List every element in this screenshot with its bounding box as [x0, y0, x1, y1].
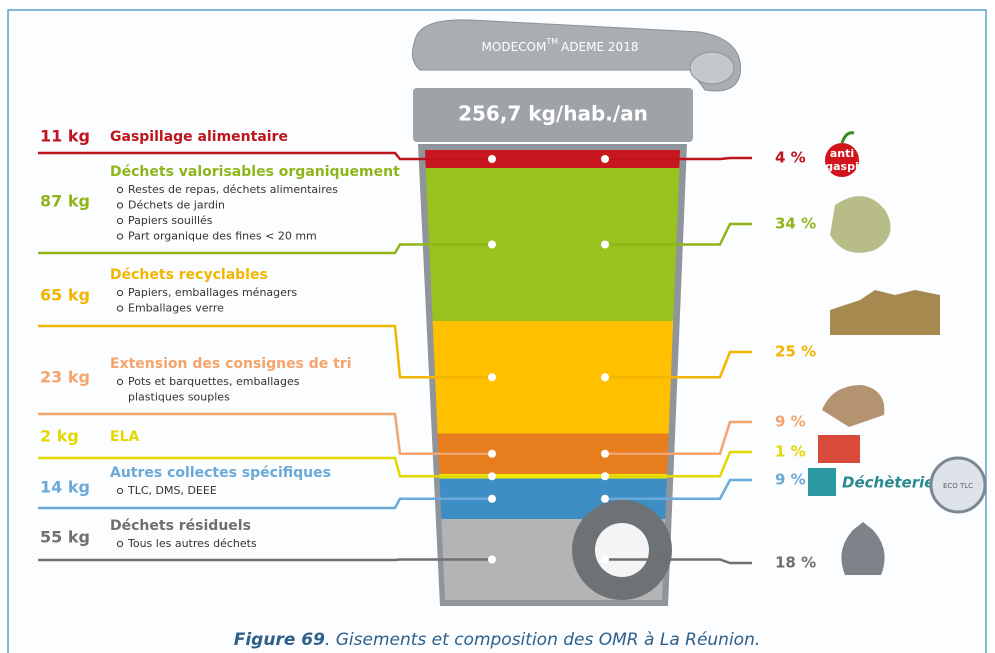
icon-ecotlc: ECO TLC: [943, 482, 973, 490]
icon-anti: anti: [830, 147, 854, 160]
share-label: 9 %: [775, 413, 806, 431]
connector-right: [605, 158, 752, 159]
share-label: 9 %: [775, 471, 806, 489]
caption-label: Figure 69: [234, 630, 325, 650]
weight: 11 kg: [40, 127, 90, 146]
dot: [488, 155, 496, 163]
page: MODECOMTMADEME 2018 256,7 kg/hab./an ant…: [0, 0, 995, 653]
weight: 23 kg: [40, 368, 90, 387]
ela-icon: [818, 435, 860, 463]
dot: [601, 495, 609, 503]
icon-decheterie: Déchèterie: [842, 474, 934, 492]
dot: [488, 450, 496, 458]
icon-gaspi: gaspi: [825, 160, 859, 173]
bullet-text: TLC, DMS, DEEE: [127, 484, 217, 497]
dot: [488, 495, 496, 503]
bin-hinge: [690, 52, 734, 84]
infographic: MODECOMTMADEME 2018 256,7 kg/hab./an ant…: [0, 0, 995, 653]
category-title: Extension des consignes de tri: [110, 356, 352, 372]
source-year: ADEME 2018: [561, 40, 638, 54]
weight: 2 kg: [40, 427, 79, 446]
share-label: 25 %: [775, 343, 816, 361]
category-title: Déchets résiduels: [110, 518, 251, 534]
dot: [601, 450, 609, 458]
share-label: 4 %: [775, 149, 806, 167]
caption: Figure 69. Gisements et composition des …: [234, 630, 761, 650]
category-title: ELA: [110, 429, 139, 445]
bullet-text: Emballages verre: [128, 302, 224, 315]
bullet-text: Restes de repas, déchets alimentaires: [128, 183, 338, 196]
dot: [488, 472, 496, 480]
bullet-text: Pots et barquettes, emballages: [128, 375, 300, 388]
bullet-text: Part organique des fines < 20 mm: [128, 230, 317, 243]
weight: 55 kg: [40, 528, 90, 547]
connector-left: [38, 560, 492, 561]
decheterie-logo: [808, 468, 836, 496]
weight: 65 kg: [40, 286, 90, 305]
bullet-text: Papiers, emballages ménagers: [128, 286, 297, 299]
dot: [488, 556, 496, 564]
category-title: Déchets recyclables: [110, 267, 268, 283]
share-label: 1 %: [775, 443, 806, 461]
caption-text: . Gisements et composition des OMR à La …: [325, 630, 760, 650]
dot: [601, 472, 609, 480]
bullet-text: Tous les autres déchets: [127, 537, 257, 550]
weight: 87 kg: [40, 192, 90, 211]
bullet-text: plastiques souples: [128, 391, 230, 404]
category-title: Autres collectes spécifiques: [110, 465, 331, 481]
dot: [601, 241, 609, 249]
bullet-text: Papiers souillés: [128, 214, 213, 227]
total: 256,7 kg/hab./an: [458, 102, 648, 126]
share-label: 34 %: [775, 215, 816, 233]
category-title: Gaspillage alimentaire: [110, 129, 288, 145]
bullet-text: Déchets de jardin: [128, 199, 225, 212]
weight: 14 kg: [40, 478, 90, 497]
share-label: 18 %: [775, 554, 816, 572]
dot: [488, 373, 496, 381]
dot: [601, 155, 609, 163]
dot: [601, 556, 609, 564]
brand: MODECOM: [482, 40, 547, 54]
dot: [601, 373, 609, 381]
wheel-hub: [595, 523, 649, 577]
tm: TM: [545, 37, 558, 46]
category-title: Déchets valorisables organiquement: [110, 164, 400, 180]
dot: [488, 241, 496, 249]
